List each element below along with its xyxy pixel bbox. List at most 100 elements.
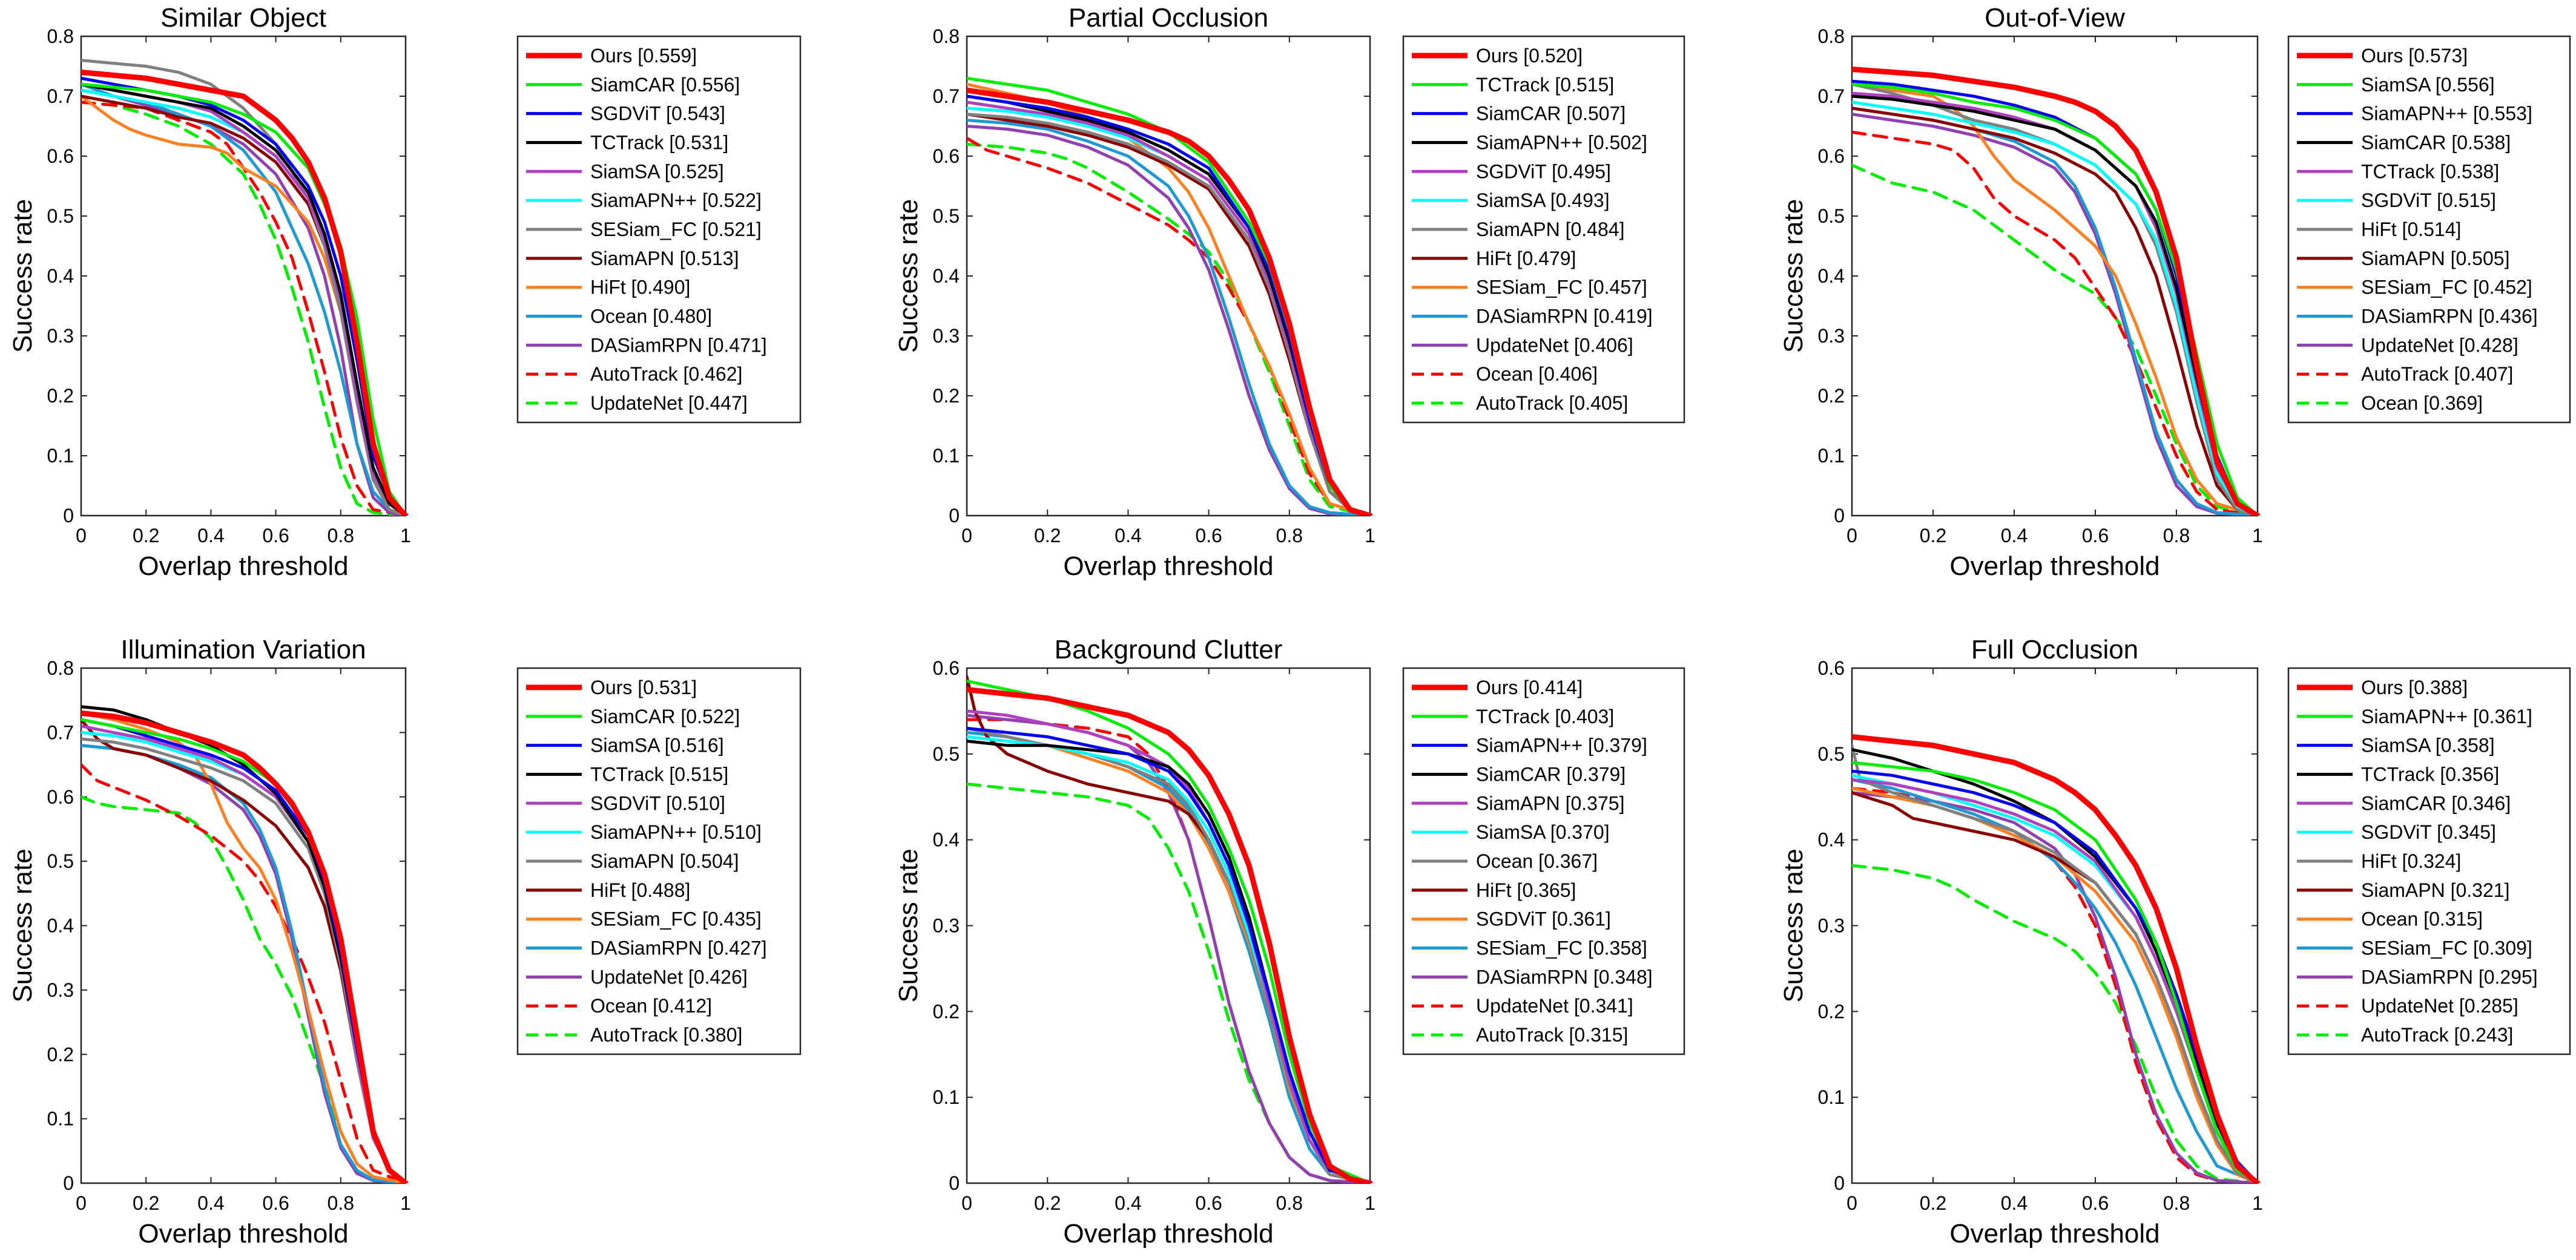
x-tick-label: 0.6 [262,525,289,546]
legend-entry: HiFt [0.324] [2361,850,2461,872]
legend-entry: SiamCAR [0.346] [2361,792,2511,814]
legend-entry: SiamAPN [0.484] [1476,218,1624,240]
y-tick-label: 0.8 [933,25,960,47]
x-axis-label: Overlap threshold [138,1219,348,1249]
y-tick-label: 0.5 [933,743,960,765]
legend-entry: DASiamRPN [0.419] [1476,306,1653,327]
y-tick-label: 0.6 [47,145,74,167]
y-tick-label: 0.2 [1818,1000,1845,1022]
y-tick-label: 0.4 [47,265,74,287]
x-tick-label: 0.6 [2082,525,2109,546]
series-line [1852,113,2259,516]
y-tick-label: 0.3 [1818,915,1845,937]
y-tick-label: 0.5 [47,205,74,227]
y-tick-label: 0.8 [47,657,74,679]
y-tick-label: 0.3 [47,979,74,1001]
x-tick-label: 0.8 [328,1192,354,1214]
legend-entry: Ours [0.559] [590,45,697,67]
y-tick-label: 0.7 [47,721,74,743]
x-tick-label: 0 [1846,525,1857,546]
legend: Ours [0.559] SiamCAR [0.556] SGDViT [0.543… [516,35,802,424]
series-line [967,142,1372,516]
chart-title: Illumination Variation [120,635,366,664]
series-line [967,136,1372,516]
legend-entry: Ours [0.520] [1476,45,1583,67]
legend-entry: HiFt [0.479] [1476,248,1576,269]
legend: Ours [0.531] SiamCAR [0.522] SiamSA [0.516… [516,667,802,1055]
y-tick-label: 0.6 [933,145,960,167]
series-group [1852,734,2260,1183]
legend-entry: SiamAPN [0.321] [2361,879,2509,901]
x-tick-label: 1 [400,525,411,546]
plot-area [80,35,407,517]
legend-entry: SiamAPN++ [0.553] [2361,103,2532,125]
legend-entry: SiamAPN [0.375] [1476,792,1624,814]
y-axis-label: Success rate [8,848,38,1002]
legend: Ours [0.414] TCTrack [0.403] SiamAPN++ [0.… [1402,667,1685,1055]
x-axis-label: Overlap threshold [1063,551,1273,581]
chart-panel: Background Clutter 0 0.2 0.4 0.6 0.8 1 0 0.1 0.2 0… [894,635,1685,1249]
legend-entry: SGDViT [0.515] [2361,189,2496,211]
chart-title: Similar Object [160,3,326,33]
x-tick-label: 0.6 [2082,1192,2109,1214]
y-tick-label: 0.1 [47,445,74,467]
legend: Ours [0.520] TCTrack [0.515] SiamCAR [0.50… [1402,35,1685,424]
y-tick-label: 0 [1834,505,1845,527]
y-tick-label: 0.3 [47,325,74,347]
y-tick-label: 0.2 [1818,385,1845,407]
legend-entry: HiFt [0.490] [590,277,690,298]
y-tick-label: 0.1 [933,1086,960,1108]
y-tick-label: 0.5 [47,850,74,872]
series-line [1852,100,2259,516]
series-line [967,113,1372,516]
x-tick-label: 0.8 [1276,1192,1303,1214]
legend-entry: Ocean [0.480] [590,306,712,327]
x-tick-label: 1 [1365,1192,1375,1214]
x-tick-label: 1 [2252,525,2263,546]
chart-title: Out-of-View [1985,3,2125,33]
chart-panel: Out-of-View 0 0.2 0.4 0.6 0.8 1 0 0.1 0.2 0.3 0.4 0.… [1779,3,2571,581]
y-axis-label: Success rate [894,848,923,1002]
legend-entry: SiamAPN++ [0.361] [2361,706,2532,727]
y-tick-label: 0.3 [933,325,960,347]
y-axis-label: Success rate [1779,199,1808,353]
x-tick-label: 1 [400,1192,411,1214]
x-tick-label: 1 [2252,1192,2263,1214]
y-tick-label: 0 [949,505,960,527]
legend-entry: Ours [0.388] [2361,677,2468,698]
legend-entry: SiamSA [0.358] [2361,735,2495,756]
legend-entry: SiamAPN++ [0.510] [590,821,762,843]
y-tick-label: 0 [63,505,74,527]
y-tick-label: 0.4 [47,915,74,937]
series-group [1852,67,2260,516]
legend-entry: DASiamRPN [0.471] [590,334,767,356]
y-axis-label: Success rate [1779,848,1808,1002]
legend-entry: Ocean [0.315] [2361,908,2483,930]
legend: Ours [0.573] SiamSA [0.556] SiamAPN++ [0.5… [2287,35,2571,424]
y-tick-label: 0.2 [47,385,74,407]
x-tick-label: 0.8 [2163,1192,2190,1214]
chart-panel: Illumination Variation 0 0.2 0.4 0.6 0.8 1 0 0.1… [8,635,802,1249]
legend-entry: SGDViT [0.543] [590,103,725,125]
x-tick-label: 0 [961,1192,972,1214]
x-tick-label: 0.4 [1115,1192,1141,1214]
chart-panel: Partial Occlusion 0 0.2 0.4 0.6 0.8 1 0 0.1 0.2 0.… [894,3,1685,581]
x-tick-label: 0.6 [1195,1192,1222,1214]
x-tick-label: 0.2 [1034,525,1061,546]
series-line [1852,864,2259,1183]
x-tick-label: 0.4 [2001,525,2028,546]
chart-title: Partial Occlusion [1069,3,1268,33]
series-line [1852,163,2259,516]
x-axis-label: Overlap threshold [1949,551,2159,581]
series-line [967,87,1372,516]
legend-entry: TCTrack [0.356] [2361,763,2499,785]
legend-entry: SiamCAR [0.522] [590,706,740,727]
series-group [967,76,1372,516]
series-line [1852,67,2260,516]
series-line [1852,778,2259,1183]
legend-entry: UpdateNet [0.285] [2361,995,2518,1017]
legend-entry: SiamAPN [0.513] [590,248,739,269]
y-tick-label: 0.4 [933,265,960,287]
series-line [81,82,407,516]
legend-entry: SiamSA [0.525] [590,160,724,182]
